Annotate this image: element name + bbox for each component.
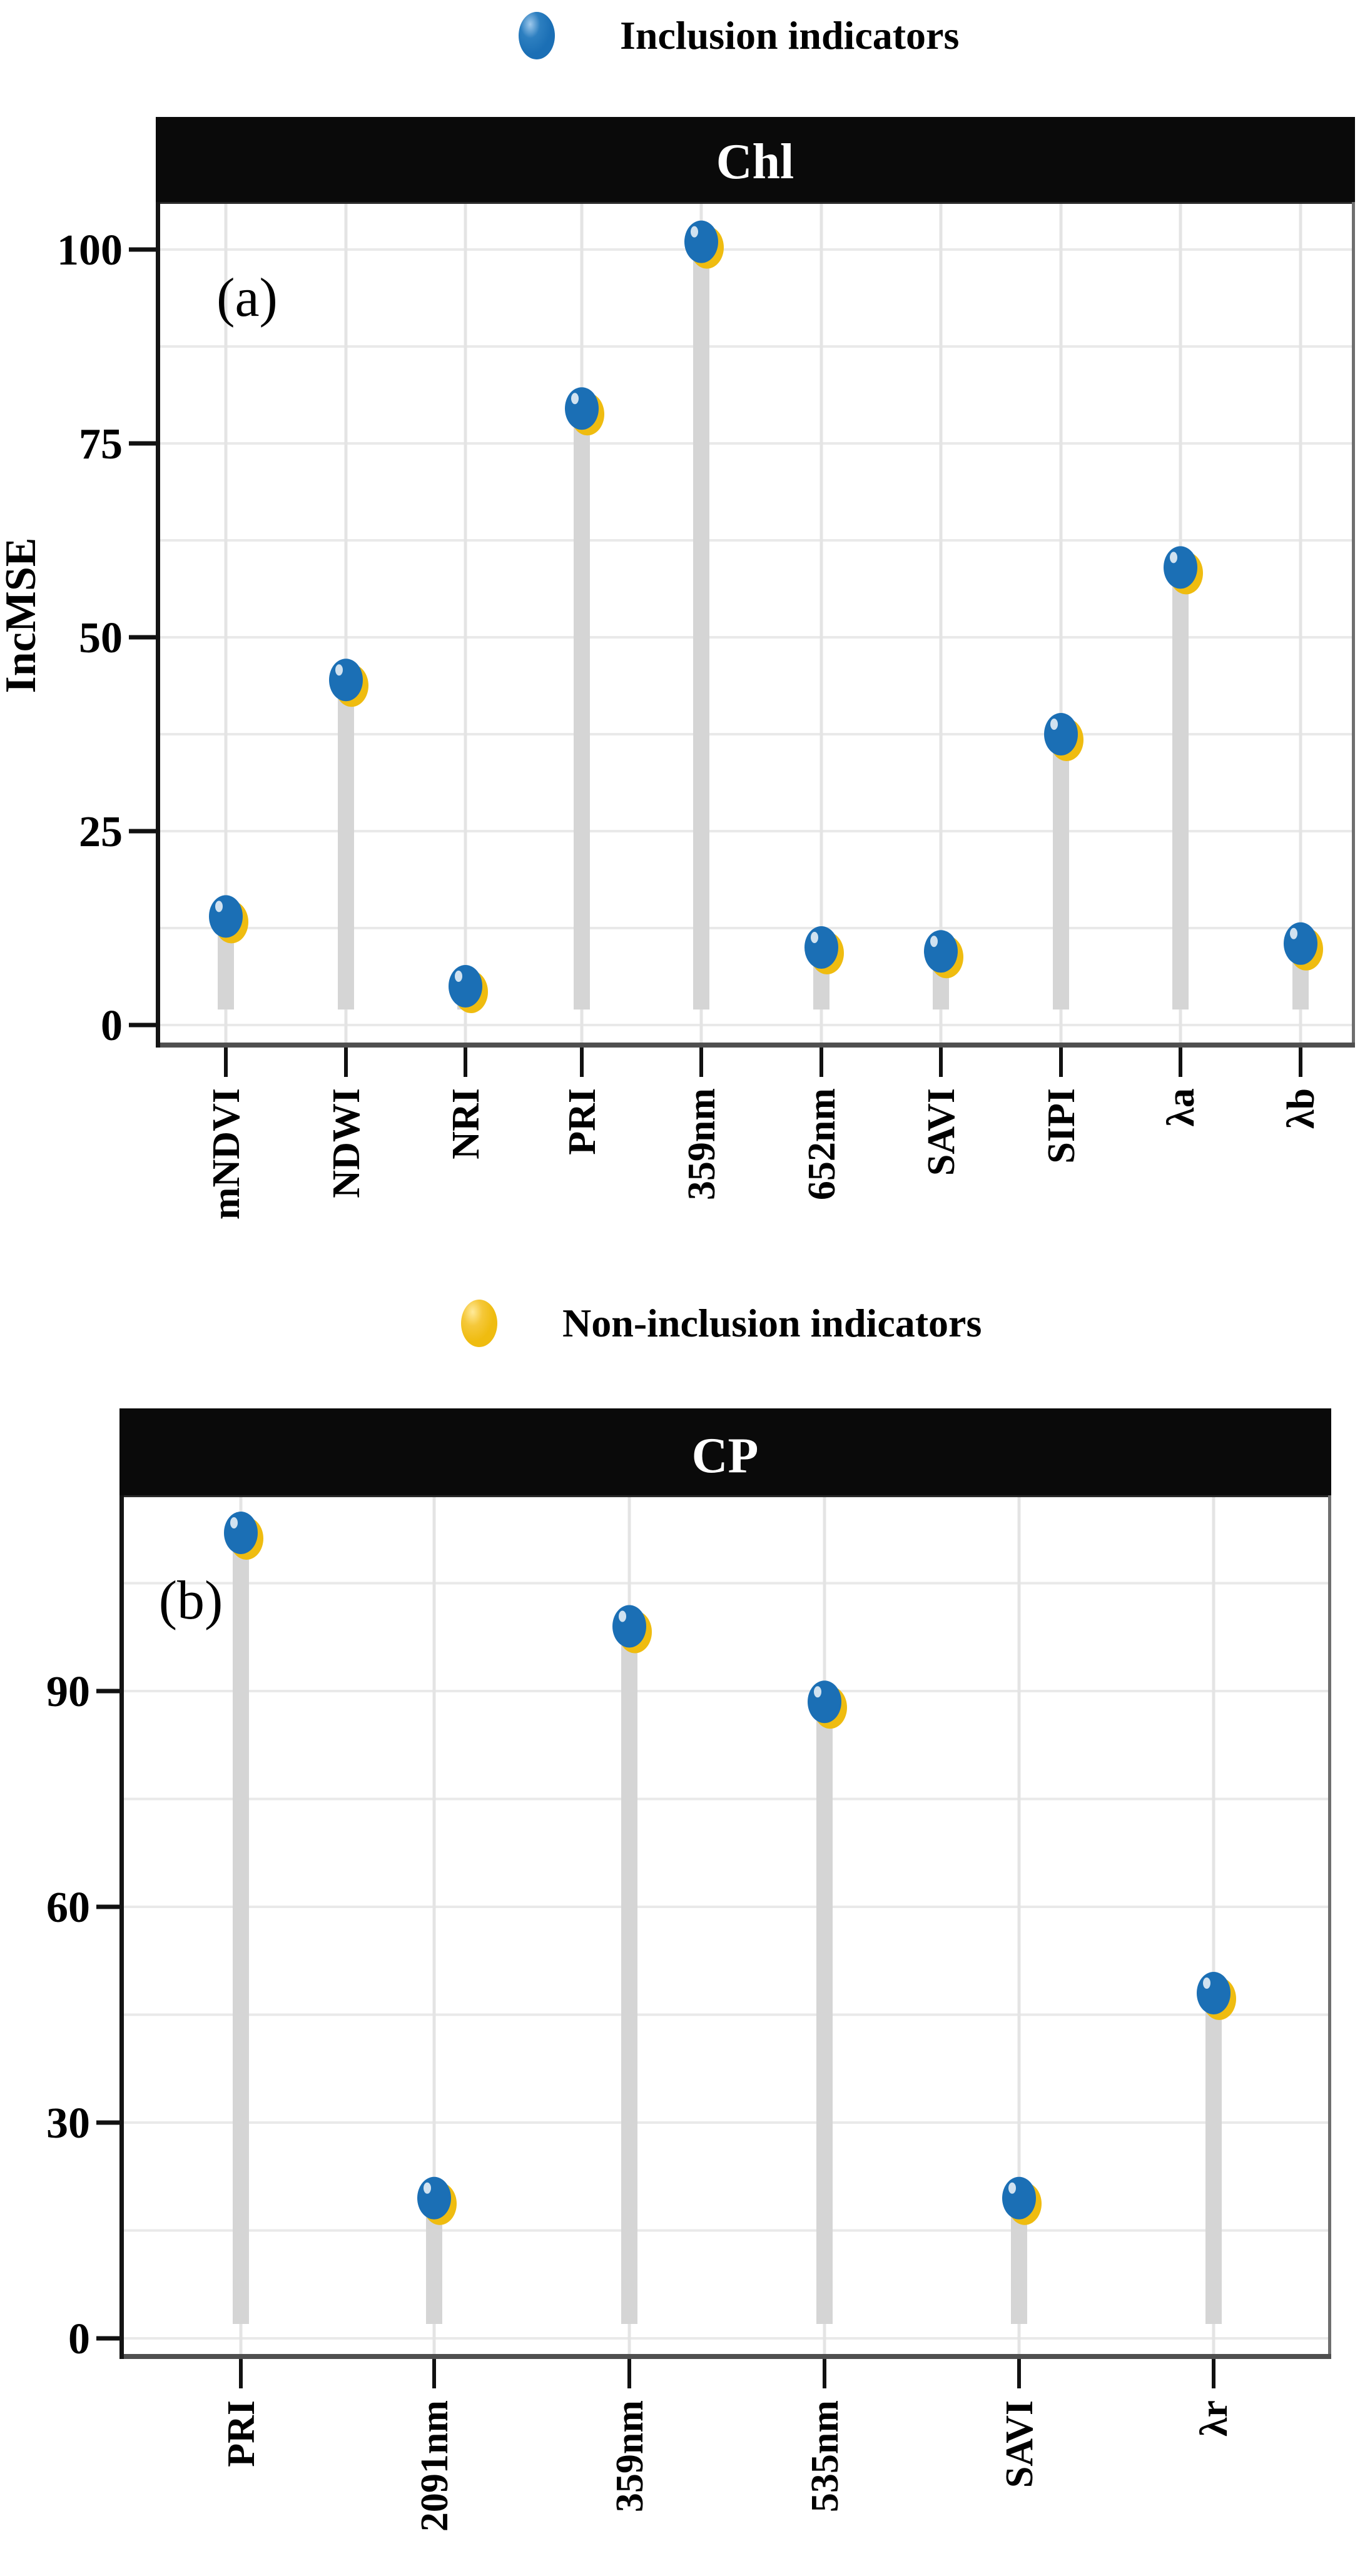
marker-inclusion (1197, 1972, 1230, 2014)
marker-inclusion (209, 895, 243, 938)
x-tick-label: mNDVI (205, 1088, 248, 1220)
y-tick-label: 0 (68, 2315, 90, 2363)
y-tick-label: 100 (57, 226, 123, 275)
y-tick-label: 90 (46, 1668, 90, 1716)
legend-non-inclusion-label: Non-inclusion indicators (562, 1301, 982, 1345)
marker-highlight (335, 664, 343, 676)
marker-inclusion (1044, 713, 1078, 755)
marker-highlight (1008, 2182, 1016, 2194)
x-tick-label: SIPI (1040, 1088, 1083, 1164)
panel-annotation: (a) (216, 268, 278, 328)
x-tick-label: 359nm (681, 1088, 723, 1200)
stem (1172, 567, 1189, 1010)
marker-inclusion (804, 926, 838, 969)
x-tick-label: λb (1280, 1088, 1322, 1129)
marker-highlight (571, 393, 579, 405)
marker-inclusion (329, 659, 363, 702)
legend-non-inclusion: Non-inclusion indicators (461, 1296, 982, 1350)
stem (693, 241, 709, 1010)
x-tick-label: 359nm (609, 2400, 651, 2512)
marker-highlight (930, 936, 938, 947)
marker-highlight (215, 901, 223, 912)
plot-background (119, 1495, 1331, 2359)
x-tick-label: NRI (445, 1088, 487, 1159)
facet-strip (119, 1408, 1331, 1495)
y-tick-label: 25 (79, 808, 123, 856)
stem (816, 1702, 833, 2324)
x-tick-label: SAVI (998, 2400, 1041, 2488)
x-tick-label: NDWI (325, 1088, 368, 1198)
marker-inclusion (684, 220, 718, 263)
y-tick-label: 30 (46, 2099, 90, 2148)
x-tick-label: λr (1193, 2400, 1236, 2437)
x-tick-label: λa (1160, 1088, 1202, 1126)
x-tick-label: PRI (220, 2400, 263, 2467)
marker-inclusion (1284, 922, 1317, 965)
marker-inclusion (808, 1680, 841, 1724)
x-tick-label: 535nm (804, 2400, 846, 2512)
panel-a-chart: Chl 0 25 50 75 100 mNDVI NDWI NRI PRI 359nm 652nm S… (0, 117, 1355, 1220)
y-tick-label: 50 (79, 614, 123, 662)
marker-highlight (691, 226, 698, 238)
marker-inclusion (1002, 2176, 1036, 2220)
marker-highlight (1170, 552, 1177, 563)
marker-highlight (814, 1686, 821, 1698)
marker-inclusion (224, 1512, 258, 1554)
stem (621, 1626, 637, 2324)
marker-highlight (1203, 1977, 1210, 1989)
facet-strip-label: CP (692, 1428, 759, 1483)
marker-highlight (455, 971, 462, 982)
marker-inclusion (565, 387, 599, 430)
marker-inclusion (612, 1605, 646, 1648)
y-tick-label: 60 (46, 1884, 90, 1932)
x-tick-label: 652nm (801, 1088, 843, 1200)
facet-strip-label: Chl (716, 134, 794, 189)
x-tick-label: SAVI (920, 1088, 963, 1176)
non-inclusion-legend-dot-icon (461, 1300, 497, 1347)
stem (1205, 1993, 1222, 2324)
marker-inclusion (1164, 546, 1197, 589)
marker-highlight (230, 1517, 238, 1528)
marker-highlight (811, 932, 818, 943)
stem (233, 1533, 249, 2324)
panel-annotation: (b) (159, 1570, 223, 1631)
marker-highlight (1050, 719, 1058, 730)
x-tick-label: PRI (561, 1088, 604, 1155)
y-axis-title: IncMSE (0, 538, 45, 694)
marker-inclusion (449, 965, 482, 1008)
legend-inclusion-label: Inclusion indicators (620, 13, 960, 58)
marker-highlight (619, 1610, 626, 1622)
marker-inclusion (924, 930, 958, 973)
stem (338, 680, 354, 1010)
plot-background (156, 202, 1355, 1048)
y-tick-label: 75 (79, 420, 123, 468)
panel-b-chart: CP 0 30 60 90 PRI 2091nm 359nm 535nm SAVI λr (b) (46, 1408, 1331, 2532)
stem (574, 408, 590, 1010)
x-tick-label: 2091nm (414, 2400, 456, 2532)
stem (1053, 734, 1069, 1010)
facet-strip (156, 117, 1355, 202)
y-tick-label: 0 (101, 1002, 123, 1050)
marker-inclusion (417, 2176, 451, 2220)
marker-highlight (1290, 927, 1297, 939)
inclusion-legend-dot-icon (519, 12, 555, 59)
marker-highlight (424, 2182, 431, 2194)
legend-inclusion: Inclusion indicators (519, 9, 959, 63)
